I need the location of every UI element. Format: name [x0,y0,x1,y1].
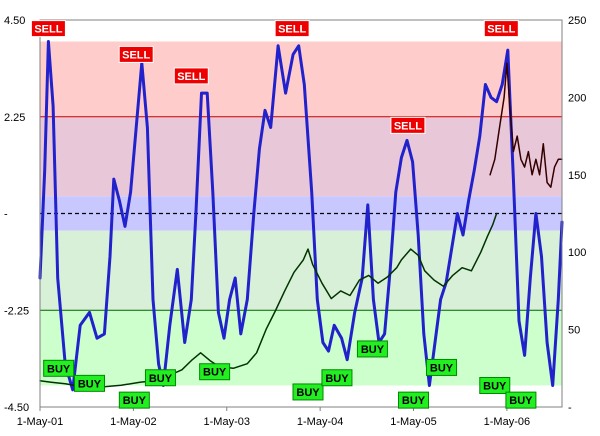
sell-signal-box-4 [390,116,426,134]
buy-signal-15: BUY [426,358,458,376]
buy-signal-box-15 [426,358,458,376]
sell-signal-5: SELL [483,20,519,38]
left-tick-label-0: 4.50 [4,15,25,27]
band-3 [40,213,562,231]
sell-signal-label-0: SELL [34,24,62,36]
series-line-0 [38,40,564,392]
buy-signal-17: BUY [505,391,537,409]
buy-signal-12: BUY [321,369,353,387]
x-tick-label-2: 1-May-03 [204,416,250,428]
right-tick-label-4: 50 [568,325,580,337]
buy-signal-7: BUY [73,374,105,392]
sell-signal-box-1 [118,45,154,63]
sell-signal-label-2: SELL [177,71,205,83]
band-1 [40,116,562,197]
frame-group [39,19,563,408]
series-line-2 [489,62,563,188]
band-5 [40,310,562,386]
x-tick-label-0: 1-May-01 [17,416,63,428]
buy-signal-9: BUY [144,369,176,387]
buy-signal-box-11 [292,383,324,401]
plot-frame [39,19,563,408]
buy-signal-box-16 [479,377,511,394]
buy-signal-label-14: BUY [402,395,426,407]
sell-signal-box-0 [30,20,66,38]
sell-signal-box-2 [173,67,209,85]
left-tick-label-1: 2.25 [4,112,25,124]
buy-signal-box-14 [398,391,430,409]
buy-signal-label-12: BUY [325,373,349,385]
buy-signal-box-17 [505,391,537,409]
right-tick-label-2: 150 [568,170,586,182]
buy-signal-8: BUY [118,391,150,409]
right-tick-label-5: - [568,402,572,414]
tick-label-group: 4.50 2.25 - -2.25 -4.50 250 200 150 100 50 - 1-May-… [4,15,586,428]
buy-signal-box-12 [321,369,353,387]
x-tick-label-1: 1-May-02 [110,416,156,428]
buy-signal-label-6: BUY [47,363,71,375]
band-2 [40,196,562,214]
right-tick-label-0: 250 [568,15,586,27]
buy-signal-box-13 [356,340,388,358]
buy-signal-11: BUY [292,383,324,401]
right-tick-label-1: 200 [568,92,586,104]
buy-signal-13: BUY [356,340,388,358]
buy-signal-box-8 [118,391,150,409]
buy-signal-label-11: BUY [296,387,320,399]
sell-signal-box-3 [274,20,310,38]
sell-signal-label-1: SELL [122,49,150,61]
buy-signal-box-6 [43,359,75,377]
right-tick-label-3: 100 [568,247,586,259]
sell-signal-4: SELL [390,116,426,134]
signal-label-group: SELLSELLSELLSELLSELLSELLBUYBUYBUYBUYBUYB… [30,20,537,409]
buy-signal-box-9 [144,369,176,387]
sell-signal-label-5: SELL [487,24,515,36]
buy-signal-label-10: BUY [203,367,227,379]
buy-signal-16: BUY [479,377,511,394]
sell-signal-label-3: SELL [278,24,306,36]
sell-signal-1: SELL [118,45,154,63]
buy-signal-14: BUY [398,391,430,409]
left-tick-label-2: - [4,209,8,221]
sell-signal-0: SELL [30,20,66,38]
left-tick-label-3: -2.25 [4,305,29,317]
x-tick-label-5: 1-May-06 [484,416,530,428]
buy-signal-6: BUY [43,359,75,377]
buy-signal-label-15: BUY [430,362,454,374]
sell-signal-label-4: SELL [394,120,422,132]
buy-signal-10: BUY [199,363,231,381]
buy-signal-box-7 [73,374,105,392]
buy-signal-label-13: BUY [361,344,385,356]
left-tick-label-4: -4.50 [4,402,29,414]
buy-signal-label-9: BUY [149,373,173,385]
buy-signal-box-10 [199,363,231,381]
x-tick-label-4: 1-May-05 [390,416,436,428]
buy-signal-label-17: BUY [509,395,533,407]
sell-signal-3: SELL [274,20,310,38]
x-tick-label-3: 1-May-04 [297,416,343,428]
buy-signal-label-7: BUY [78,378,102,390]
band-4 [40,230,562,311]
buy-signal-label-16: BUY [483,381,507,393]
buy-signal-label-8: BUY [123,395,147,407]
sell-signal-box-5 [483,20,519,38]
sell-signal-2: SELL [173,67,209,85]
